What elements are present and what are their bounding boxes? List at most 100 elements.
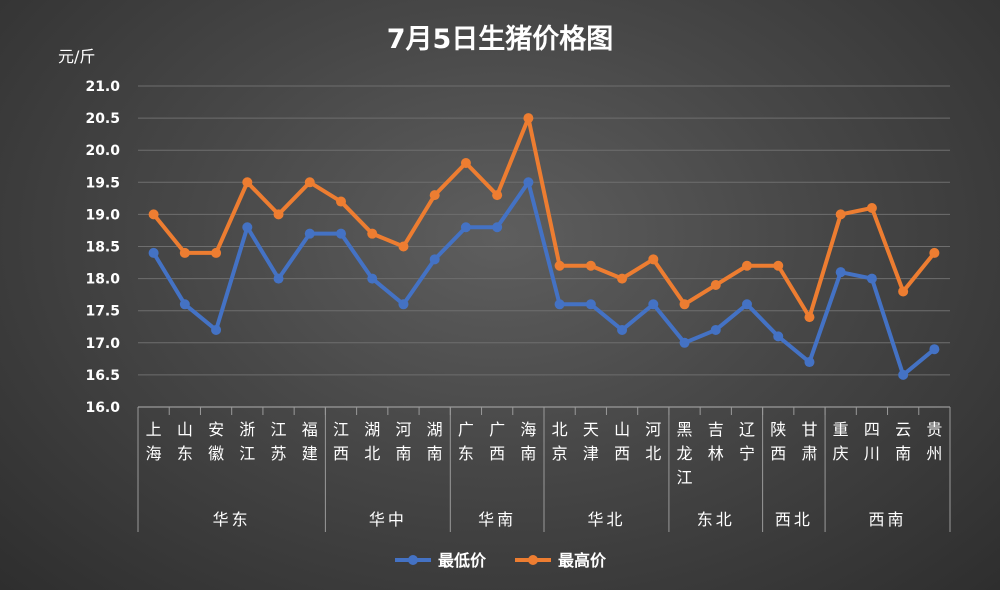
y-axis-ticks: 16.0 16.5 17.0 17.5 18.0 18.5 19.0 19.5 20.0 20.5… [85,79,120,416]
data-point [492,222,503,233]
legend: 最低价 最高价 [395,551,607,570]
category-label: 山东 [177,420,193,463]
data-point [742,260,752,271]
legend-marker [528,555,538,565]
category-label: 河南 [395,420,411,463]
gridlines [138,85,950,376]
data-point [554,299,565,310]
y-axis-unit: 元/斤 [58,47,95,66]
region-label: 华南 [478,510,516,529]
category-label: 重庆 [833,420,849,463]
legend-marker [408,555,418,565]
data-point [273,209,284,220]
data-point [866,273,877,284]
y-tick-label: 20.5 [85,111,120,127]
data-point [367,273,378,284]
data-point [679,299,690,310]
data-point [179,247,190,258]
data-point [898,286,909,297]
data-point [929,344,940,355]
y-tick-label: 19.5 [85,175,120,191]
y-tick-label: 17.0 [85,336,120,352]
category-labels: 上海山东安徽浙江江苏福建江西湖北河南湖南广东广西海南北京天津山西河北黑龙江吉林辽… [146,420,943,487]
data-point [273,273,284,284]
category-label: 广东 [458,420,474,463]
data-point [304,177,315,188]
category-label: 福建 [302,420,318,463]
data-point [179,299,190,310]
chart-title: 7月5日生猪价格图 [387,24,614,55]
data-point [554,260,565,271]
category-label: 广西 [489,420,505,463]
category-label: 海南 [520,420,536,463]
category-label: 北京 [552,420,568,463]
data-point [585,299,596,310]
data-point [492,190,503,201]
category-label: 江西 [333,420,349,463]
data-point [710,280,721,291]
region-label: 华东 [213,510,251,529]
data-point [866,202,877,213]
category-label: 安徽 [208,420,224,463]
category-label: 湖北 [364,420,380,463]
data-point [242,222,253,233]
data-point [429,190,440,201]
region-label: 西北 [775,510,813,529]
data-point [211,324,222,335]
category-label: 江苏 [271,420,287,463]
data-point [211,247,222,258]
data-point [242,177,253,188]
category-label: 河北 [645,420,661,463]
data-point [523,113,534,124]
category-label: 上海 [146,420,162,463]
data-point [648,299,659,310]
y-tick-label: 16.5 [85,368,120,384]
y-tick-label: 18.0 [85,272,120,288]
data-point [742,299,752,310]
region-label: 西南 [869,510,907,529]
series [148,113,940,380]
data-point [367,228,378,239]
data-point [398,241,409,252]
category-label: 辽宁 [739,420,755,463]
region-label: 华中 [369,510,407,529]
category-label: 贵州 [926,420,942,463]
y-tick-label: 20.0 [85,143,120,159]
data-point [648,254,659,265]
series-line [151,180,936,377]
category-label: 天津 [583,420,599,463]
region-labels: 华东 华中 华南 华北 东北 西北 西南 [137,407,951,532]
legend-label: 最高价 [558,551,607,570]
category-label: 湖南 [427,420,443,463]
data-point [398,299,409,310]
data-point [460,222,471,233]
data-point [460,158,471,169]
data-point [523,177,534,188]
category-label: 浙江 [239,420,255,463]
data-point [429,254,440,265]
y-tick-label: 16.0 [85,400,120,416]
category-label: 云南 [895,420,911,463]
category-label: 山西 [614,420,630,463]
category-label: 甘肃 [801,420,817,463]
category-label: 黑龙江 [677,420,693,487]
data-point [304,228,315,239]
y-tick-label: 18.5 [85,240,120,256]
data-point [929,247,940,258]
region-label: 东北 [697,510,735,529]
data-point [835,267,846,278]
data-point [585,260,596,271]
y-tick-label: 19.0 [85,207,120,223]
data-point [336,196,346,207]
series-line [152,116,936,320]
category-label: 四川 [864,420,880,463]
data-point [617,273,628,284]
data-point [679,337,690,348]
data-point [148,209,159,220]
data-point [148,247,159,258]
category-label: 吉林 [708,420,724,463]
region-label: 华北 [587,510,625,529]
data-point [804,357,815,368]
